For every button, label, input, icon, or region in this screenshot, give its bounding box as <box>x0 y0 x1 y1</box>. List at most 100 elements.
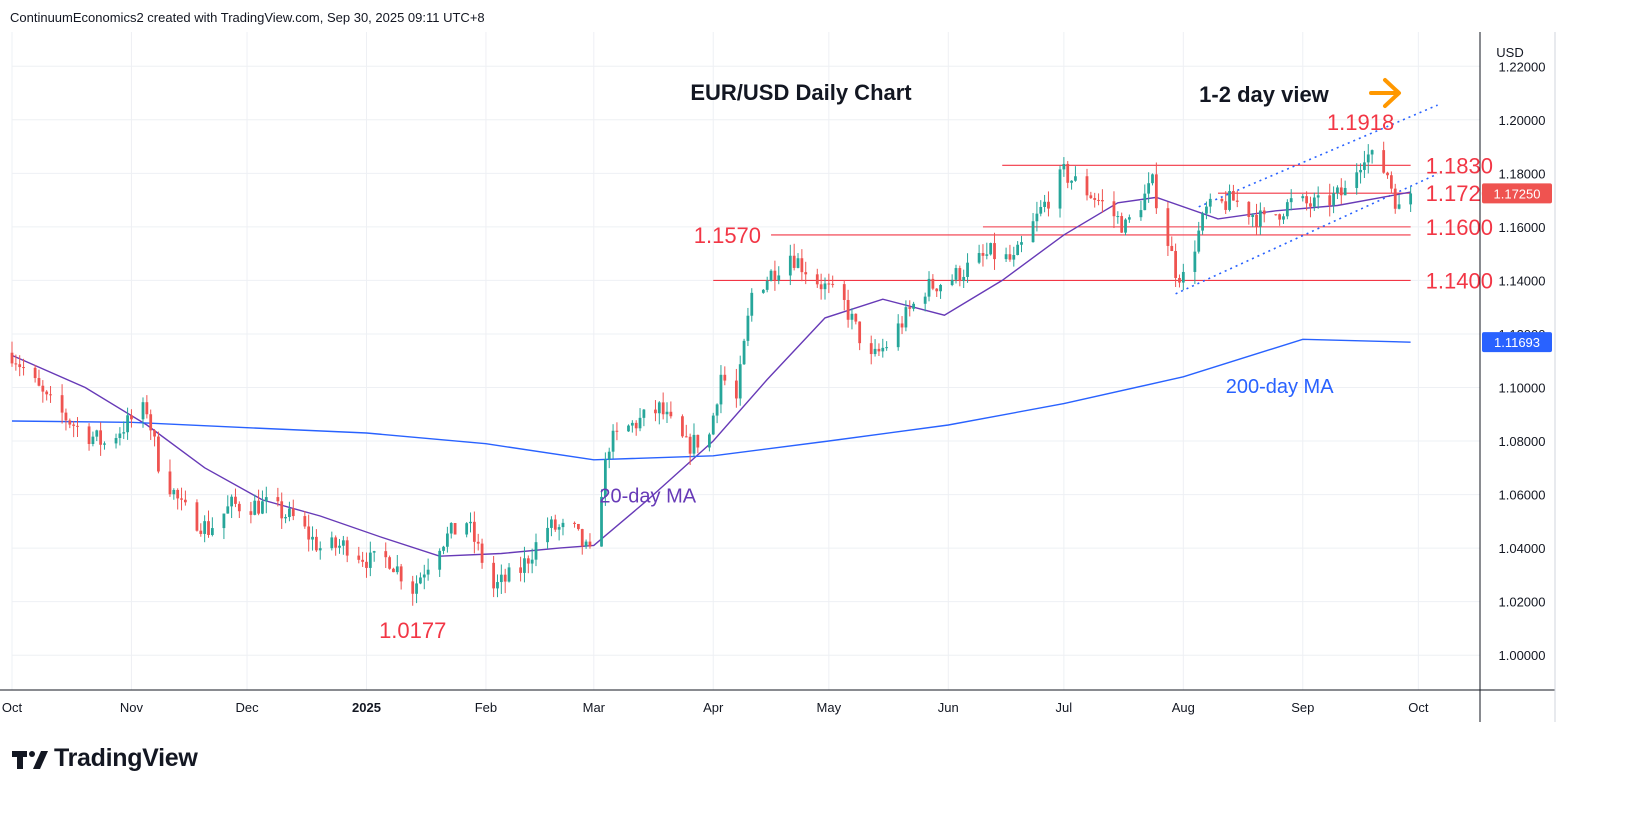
candle-body <box>904 307 908 328</box>
candle <box>453 522 457 535</box>
candle-body <box>1181 271 1185 283</box>
candle <box>1220 197 1224 204</box>
candle <box>1120 212 1124 233</box>
candle-body <box>1089 195 1093 199</box>
candle-body <box>33 367 37 379</box>
candle <box>1181 263 1185 291</box>
candle <box>357 546 361 564</box>
candle-body <box>553 519 557 530</box>
candle-body <box>1097 199 1100 201</box>
candle-body <box>1235 200 1239 202</box>
candle-body <box>908 307 912 309</box>
candle <box>1020 235 1023 253</box>
candle-body <box>1228 191 1231 210</box>
x-tick-label: Aug <box>1172 700 1195 715</box>
candle-body <box>118 433 122 439</box>
candle-body <box>195 502 199 531</box>
candle <box>446 526 449 553</box>
candle <box>168 459 172 497</box>
candle <box>276 487 280 507</box>
candle <box>1174 243 1177 287</box>
candle-body <box>499 574 503 583</box>
candle <box>415 575 418 604</box>
candle-body <box>41 385 45 392</box>
candle-body <box>738 364 742 399</box>
candle <box>426 558 430 581</box>
candle-body <box>87 426 91 444</box>
candle <box>1258 202 1262 235</box>
candle-body <box>1366 154 1370 163</box>
candle-body <box>815 274 819 285</box>
candle-body <box>742 340 746 365</box>
candle <box>796 253 800 269</box>
candle-body <box>172 489 176 495</box>
y-tick-label: 1.08000 <box>1499 434 1546 449</box>
candle <box>1262 207 1266 223</box>
candle-body <box>1343 187 1347 196</box>
candle-body <box>858 321 862 344</box>
x-tick-label: Feb <box>475 700 497 715</box>
candle <box>634 420 638 436</box>
candle-body <box>203 521 207 534</box>
candle-body <box>1301 196 1305 199</box>
candle-body <box>1116 216 1120 218</box>
candle <box>1043 194 1046 213</box>
candle-body <box>546 527 549 543</box>
candle <box>18 355 22 377</box>
candle-body <box>1389 175 1393 189</box>
y-tick-label: 1.14000 <box>1499 273 1546 288</box>
candle-body <box>850 313 854 320</box>
candle <box>846 289 850 328</box>
candle-body <box>230 496 234 507</box>
candle-body <box>1312 197 1316 207</box>
price-axis: 1.00000 1.02000 1.04000 1.06000 1.08000 1.100… <box>1482 59 1552 663</box>
candle-body <box>711 415 715 435</box>
candle <box>176 488 180 510</box>
candle-body <box>1039 206 1043 214</box>
candle-body <box>950 279 954 285</box>
candle <box>638 408 642 432</box>
candle-body <box>126 415 129 433</box>
tradingview-logo[interactable]: TradingView <box>12 744 198 773</box>
candle <box>573 521 576 528</box>
candle-body <box>72 424 76 426</box>
candle <box>877 343 881 357</box>
candle <box>257 489 260 516</box>
candle-body <box>561 522 565 528</box>
candle-body <box>37 378 41 386</box>
candle <box>1339 178 1343 205</box>
candle <box>1343 180 1347 196</box>
candle <box>472 511 476 554</box>
x-tick-label: May <box>817 700 842 715</box>
level-label: 1.1830 <box>1426 153 1493 178</box>
candle-body <box>530 559 534 564</box>
candle <box>145 395 149 419</box>
candle-body <box>1258 210 1262 227</box>
arrow-right-icon <box>1369 78 1401 108</box>
candle <box>981 244 985 267</box>
candle-body <box>615 430 619 432</box>
candle <box>210 517 214 537</box>
x-tick-label: Oct <box>1408 700 1429 715</box>
candle <box>1301 193 1305 202</box>
candle-body <box>927 278 931 297</box>
support-resistance-levels: 1.1830 1.1726 1.1600 1.1570 1.1400 <box>694 153 1493 293</box>
candle <box>769 269 773 282</box>
candle <box>1224 191 1228 214</box>
candle <box>499 564 503 594</box>
candle-body <box>95 430 99 437</box>
candle-body <box>607 451 611 460</box>
candle <box>1232 184 1235 201</box>
candle <box>1170 236 1174 252</box>
candle-body <box>365 561 368 568</box>
candle-body <box>237 503 241 512</box>
candle <box>1328 183 1332 217</box>
candle <box>819 273 823 300</box>
candle <box>1101 189 1104 213</box>
candle <box>1359 163 1362 184</box>
x-tick-label: Apr <box>703 700 724 715</box>
candle-body <box>1178 277 1181 283</box>
candle <box>977 244 981 265</box>
candle-body <box>580 529 584 547</box>
